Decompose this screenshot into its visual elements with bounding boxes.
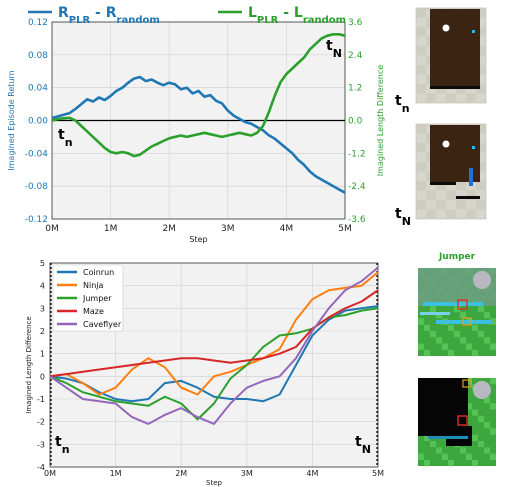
top-x-tick: 1M: [104, 224, 118, 234]
top-y-tick-right: 0.0: [348, 117, 363, 127]
thumbnail-title-jumper: Jumper: [438, 252, 476, 262]
top-marker-end: tN: [326, 38, 342, 60]
bottom-chart: 0M 1M 2M 3M 4M 5M -4 -3 -2 -1 0 1 2 3 4 5 Step Imagined L…: [25, 259, 384, 487]
bottom-y-tick: 3: [40, 304, 45, 313]
bottom-series-line-3: [49, 289, 379, 378]
bottom-x-tick: 1M: [110, 469, 122, 478]
top-y-tick-right: 3.6: [348, 18, 363, 28]
top-legend-label-0: RPLR - Rrandom: [58, 5, 160, 26]
bottom-y-tick: -1: [37, 395, 45, 404]
bottom-y-tick: -4: [37, 463, 45, 472]
bottom-series-line-4: [49, 266, 379, 425]
top-y-tick-left: -0.04: [25, 149, 49, 159]
top-y-tick-left: 0.12: [28, 18, 48, 28]
bottom-y-axis-label: Imagined Length Difference: [25, 316, 33, 413]
bottom-series-line-0: [49, 305, 379, 403]
bottom-legend-label-1: Ninja: [83, 281, 104, 290]
bottom-x-tick: 4M: [306, 469, 318, 478]
top-series-line-0: [51, 75, 346, 194]
bottom-marker-end: tN: [355, 434, 371, 456]
bottom-y-tick: 5: [40, 259, 45, 268]
bottom-y-tick: 1: [40, 350, 45, 359]
top-legend-label-1: LPLR - Lrandom: [248, 5, 346, 26]
thumbnail-panel: tn tN Jumper: [395, 7, 496, 467]
bottom-marker-start: tn: [55, 434, 70, 456]
top-y-tick-left: -0.08: [25, 182, 49, 192]
bottom-plot-frame: [49, 262, 379, 468]
bottom-y-tick: 2: [40, 327, 45, 336]
bottom-y-tick: 0: [40, 372, 45, 381]
thumbnail-label-tn: tn: [395, 93, 410, 115]
top-x-tick: 5M: [338, 224, 352, 234]
thumbnail-label-tN: tN: [395, 206, 411, 228]
top-x-tick: 4M: [280, 224, 294, 234]
bottom-x-tick: 3M: [241, 469, 253, 478]
top-y-tick-left: 0.04: [28, 84, 48, 94]
top-y-tick-right: 2.4: [348, 51, 363, 61]
bottom-x-axis-label: Step: [206, 479, 222, 487]
top-x-tick: 2M: [162, 224, 176, 234]
bottom-legend-box: [52, 264, 124, 332]
top-x-tick: 3M: [221, 224, 235, 234]
thumbnail-coinrun-tN: [415, 123, 487, 220]
thumbnail-coinrun-tn: [415, 7, 487, 104]
bottom-y-tick: -2: [37, 418, 45, 427]
top-y-tick-left: 0.08: [28, 51, 48, 61]
top-marker-start: tn: [58, 127, 73, 149]
top-series-line-1: [51, 33, 346, 158]
top-y-tick-left: -0.12: [25, 215, 48, 225]
bottom-legend-label-0: Coinrun: [83, 268, 114, 277]
top-chart: 0M 1M 2M 3M 4M 5M -0.12 -0.08 -0.04 0.00 0.04 0.08 0…: [7, 5, 385, 244]
bottom-y-tick: 4: [40, 282, 45, 291]
bottom-x-tick: 5M: [372, 469, 384, 478]
bottom-legend-label-3: Maze: [83, 307, 104, 316]
top-y-tick-right: 1.2: [348, 84, 362, 94]
thumbnail-jumper-tN: [418, 378, 496, 467]
bottom-x-tick: 2M: [175, 469, 187, 478]
top-y-tick-left: 0.00: [28, 117, 48, 127]
top-y-tick-right: -3.6: [348, 215, 366, 225]
top-y-axis-label-right: Imagined Length Difference: [376, 65, 385, 176]
top-y-tick-right: -2.4: [348, 182, 366, 192]
top-y-axis-label-left: Imagined Episode Return: [7, 70, 16, 170]
bottom-y-tick: -3: [37, 440, 45, 449]
top-x-tick: 0M: [45, 224, 59, 234]
top-y-tick-right: -1.2: [348, 149, 366, 159]
thumbnail-jumper-tn: [418, 268, 496, 357]
top-x-axis-label: Step: [189, 235, 207, 244]
bottom-legend-label-2: Jumper: [82, 294, 112, 303]
bottom-legend-label-4: Caveflyer: [83, 320, 122, 329]
bottom-x-tick: 0M: [44, 469, 56, 478]
bottom-series-line-1: [49, 271, 379, 396]
